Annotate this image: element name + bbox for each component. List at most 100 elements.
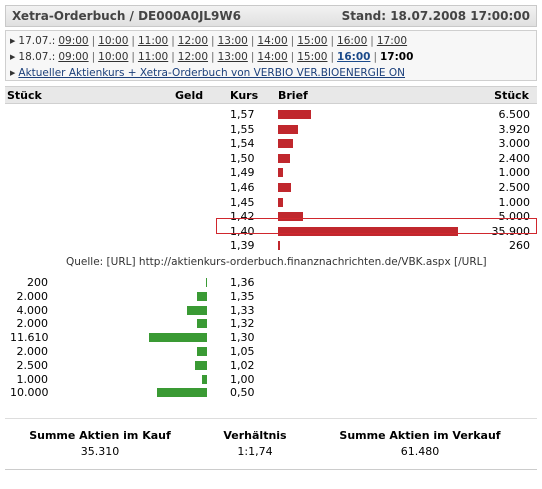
day-row-18-07: ▶ 18.07.: 09:00 | 10:00 | 11:00 | 12:00 | 13:00 | 14… (10, 50, 413, 64)
separator: | (330, 51, 335, 63)
bid-kurs: 1,36 (230, 276, 255, 289)
time-link-0900[interactable]: 09:00 (58, 35, 89, 47)
ask-row: 1,42 5.000 (0, 210, 542, 224)
page-title: Xetra-Orderbuch / DE000A0JL9W6 (12, 9, 241, 23)
separator: | (171, 35, 175, 47)
bid-row: 1.000 1,00 (0, 373, 542, 387)
ask-kurs: 1,40 (230, 224, 255, 238)
bid-kurs: 0,50 (230, 386, 255, 400)
current-time: 17:00 (380, 51, 414, 63)
bid-row: 2.500 1,02 (0, 359, 542, 373)
bid-qty: 2.000 (16, 289, 49, 303)
header-stueck-right: Stück (494, 89, 529, 102)
bid-row: 2.000 1,32 (0, 317, 542, 331)
separator: | (290, 35, 295, 47)
time-link-1500[interactable]: 15:00 (297, 35, 328, 47)
bid-bar (205, 278, 207, 287)
ask-qty: 3.000 (498, 137, 531, 151)
time-link-1400[interactable]: 14:00 (257, 51, 288, 63)
separator: | (91, 51, 96, 63)
time-link-1000[interactable]: 10:00 (98, 51, 129, 63)
current-quote-link[interactable]: Aktueller Aktienkurs + Xetra-Orderbuch v… (18, 67, 406, 79)
bid-bar (197, 291, 207, 301)
bid-bar (157, 388, 207, 398)
bid-row: 10.000 0,50 (0, 386, 542, 400)
time-link-1000[interactable]: 10:00 (98, 35, 129, 47)
best-ask-highlight (216, 218, 537, 234)
ask-row: 1,54 3.000 (0, 137, 542, 151)
bid-row: 2.000 1,35 (0, 290, 542, 304)
separator: | (250, 51, 255, 63)
time-link-1200[interactable]: 12:00 (177, 35, 209, 47)
bid-qty: 2.000 (16, 317, 49, 331)
day-row-17-07: ▶ 17.07.: 09:00 | 10:00 | 11:00 | 12:00 | 13:00 | 14… (10, 34, 407, 48)
ask-kurs: 1,55 (230, 122, 255, 136)
bid-qty: 200 (27, 276, 48, 289)
time-link-1500[interactable]: 15:00 (297, 51, 328, 63)
time-link-1600[interactable]: 16:00 (337, 35, 368, 47)
time-selector: ▶ 17.07.: 09:00 | 10:00 | 11:00 | 12:00 | 13:00 | 14… (5, 30, 537, 81)
summary-kauf-value: 35.310 (80, 445, 120, 458)
ask-bar (278, 139, 294, 149)
separator: | (290, 51, 295, 63)
triangle-right-icon: ▶ (10, 53, 16, 61)
time-link-1700[interactable]: 17:00 (376, 35, 408, 47)
ask-bar (278, 168, 283, 178)
time-link-1100[interactable]: 11:00 (137, 51, 169, 63)
time-link-0900[interactable]: 09:00 (58, 51, 89, 63)
triangle-right-icon: ▶ (10, 37, 16, 45)
ask-qty: 2.400 (498, 151, 531, 165)
separator: | (171, 51, 175, 63)
ask-kurs: 1,42 (230, 210, 255, 224)
day-date: 17.07.: (18, 35, 56, 47)
time-link-1300[interactable]: 13:00 (217, 35, 248, 47)
ask-row: 1,40 35.900 (0, 225, 542, 239)
ask-kurs: 1,45 (230, 195, 255, 209)
summary-kauf: Summe Aktien im Kauf 35.310 (25, 429, 175, 458)
summary-verkauf-label: Summe Aktien im Verkauf (339, 429, 501, 442)
bid-kurs: 1,02 (230, 358, 255, 372)
separator: | (131, 51, 135, 63)
header-geld: Geld (175, 89, 204, 102)
header-stueck-left: Stück (7, 89, 42, 102)
ask-qty: 1.000 (498, 195, 531, 209)
separator: | (91, 35, 96, 47)
ask-qty: 1.000 (498, 166, 531, 180)
ask-bar (278, 241, 280, 251)
bid-kurs: 1,00 (230, 372, 255, 386)
ask-row: 1,46 2.500 (0, 181, 542, 195)
separator: | (250, 35, 255, 47)
time-link-1100[interactable]: 11:00 (137, 35, 169, 47)
ask-qty: 3.920 (498, 122, 531, 136)
day-date: 18.07.: (18, 51, 56, 63)
time-link-1200[interactable]: 12:00 (177, 51, 209, 63)
ask-kurs: 1,50 (230, 151, 255, 165)
bid-qty: 2.000 (16, 345, 49, 358)
separator: | (211, 51, 215, 63)
ask-bar (278, 212, 304, 222)
header-brief: Brief (278, 89, 308, 102)
ask-kurs: 1,39 (230, 239, 255, 253)
summary-ratio: Verhältnis 1:1,74 (205, 429, 305, 458)
time-link-1300[interactable]: 13:00 (217, 51, 248, 63)
ask-row: 1,50 2.400 (0, 152, 542, 166)
bid-bar (194, 360, 207, 370)
bid-row: 2.000 1,05 (0, 345, 542, 359)
bid-row: 200 1,36 (0, 276, 542, 290)
ask-kurs: 1,57 (230, 108, 255, 121)
summary-kauf-label: Summe Aktien im Kauf (29, 429, 171, 442)
bid-bar (202, 374, 207, 384)
bid-bar (197, 319, 207, 329)
ask-kurs: 1,46 (230, 181, 255, 194)
time-link-1600[interactable]: 16:00 (337, 51, 371, 63)
ask-row: 1,57 6.500 (0, 108, 542, 122)
summary-verkauf-value: 61.480 (400, 445, 440, 458)
bid-qty: 1.000 (16, 372, 49, 386)
bid-kurs: 1,30 (230, 331, 255, 345)
time-link-1400[interactable]: 14:00 (257, 35, 288, 47)
bid-qty: 10.000 (10, 386, 49, 400)
bid-kurs: 1,35 (230, 289, 255, 303)
source-note: Quelle: [URL] http://aktienkurs-orderbuc… (66, 256, 487, 268)
separator: | (330, 35, 335, 47)
bid-kurs: 1,32 (230, 317, 255, 331)
